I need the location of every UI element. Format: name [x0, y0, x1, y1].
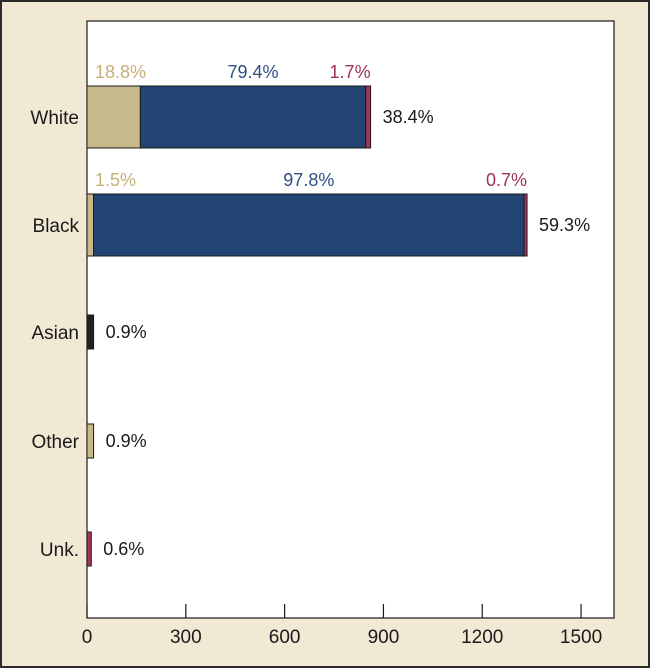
bar-total-label: 59.3%	[539, 215, 590, 235]
x-tick-label: 600	[269, 627, 301, 648]
bar-segment	[523, 193, 528, 257]
segment-label: 1.5%	[95, 170, 136, 190]
bar-segment	[86, 423, 95, 459]
segment-label: 18.8%	[95, 62, 146, 82]
category-label: Unk.	[40, 540, 79, 561]
x-tick-label: 1500	[560, 627, 602, 648]
bar-segment	[86, 314, 95, 350]
segment-label: 1.7%	[330, 62, 371, 82]
segment-label: 0.7%	[486, 170, 527, 190]
segment-label: 79.4%	[227, 62, 278, 82]
category-label: Black	[33, 216, 80, 237]
category-label: White	[30, 108, 79, 129]
bar-segment	[139, 85, 367, 149]
bar-segment	[86, 193, 95, 257]
segment-label: 97.8%	[283, 170, 334, 190]
bar-segment	[86, 531, 92, 567]
bar-total-label: 0.9%	[106, 322, 147, 342]
bar-total-label: 0.9%	[106, 431, 147, 451]
category-label: Other	[31, 432, 79, 453]
bar-segment	[86, 85, 141, 149]
bar-total-label: 0.6%	[103, 539, 144, 559]
bar-segment	[365, 85, 372, 149]
bar-segment	[93, 193, 525, 257]
x-tick-label: 900	[368, 627, 400, 648]
x-tick-label: 0	[82, 627, 93, 648]
x-tick-label: 1200	[461, 627, 503, 648]
category-label: Asian	[31, 323, 79, 344]
bar-total-label: 38.4%	[383, 107, 434, 127]
x-tick-label: 300	[170, 627, 202, 648]
